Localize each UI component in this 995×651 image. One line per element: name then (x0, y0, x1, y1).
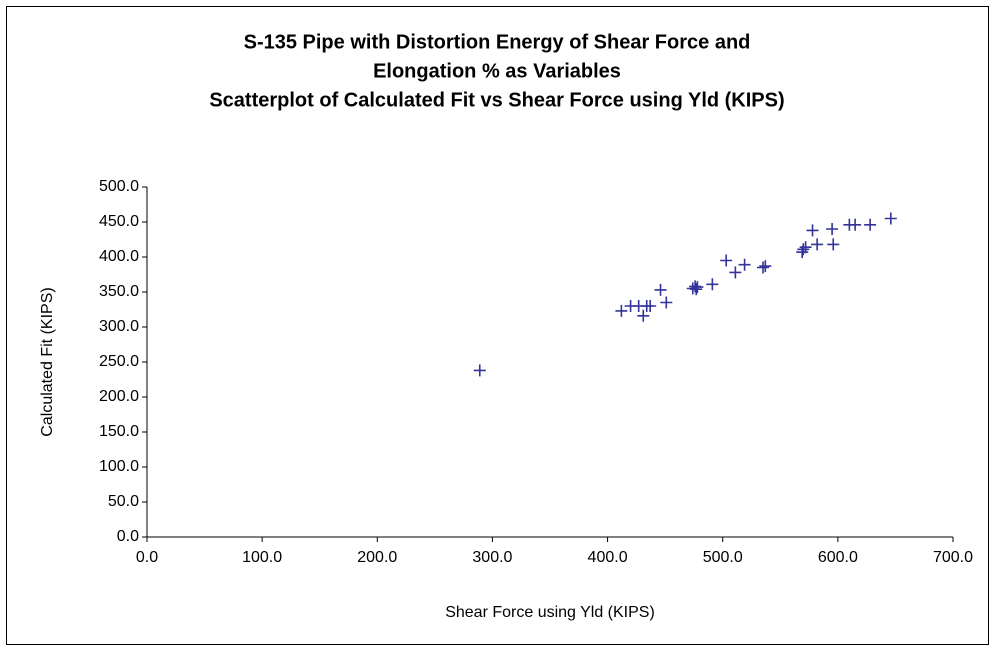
x-tick-label: 700.0 (933, 549, 973, 566)
point (729, 266, 742, 279)
x-tick-label: 100.0 (242, 549, 282, 566)
y-tick-label: 250.0 (99, 353, 139, 370)
y-tick-label: 50.0 (108, 493, 139, 510)
y-tick-label: 100.0 (99, 458, 139, 475)
y-tick-label: 150.0 (99, 423, 139, 440)
point (473, 364, 486, 377)
chart-title: S-135 Pipe with Distortion Energy of She… (244, 31, 751, 53)
y-tick-label: 500.0 (99, 178, 139, 195)
y-tick-label: 200.0 (99, 388, 139, 405)
point (706, 278, 719, 291)
x-tick-label: 300.0 (472, 549, 512, 566)
point (615, 304, 628, 317)
point (799, 241, 812, 254)
point (757, 261, 770, 274)
x-tick-label: 500.0 (703, 549, 743, 566)
point (827, 238, 840, 251)
chart-title: Elongation % as Variables (373, 60, 621, 82)
y-tick-label: 300.0 (99, 318, 139, 335)
y-tick-label: 0.0 (117, 528, 139, 545)
point (690, 283, 703, 296)
x-tick-label: 600.0 (818, 549, 858, 566)
y-axis-label: Calculated Fit (KIPS) (39, 287, 56, 436)
point (660, 296, 673, 309)
x-tick-label: 0.0 (136, 549, 158, 566)
chart-frame (6, 6, 989, 645)
point (864, 218, 877, 231)
point (826, 223, 839, 235)
point (637, 309, 650, 322)
y-tick-label: 450.0 (99, 213, 139, 230)
point (644, 300, 657, 312)
point (806, 224, 819, 237)
point (738, 258, 751, 271)
point (691, 281, 704, 294)
point (797, 243, 810, 256)
x-tick-label: 400.0 (588, 549, 628, 566)
y-tick-label: 350.0 (99, 283, 139, 300)
x-tick-label: 200.0 (357, 549, 397, 566)
point (720, 254, 733, 267)
point (654, 283, 667, 296)
point (759, 260, 772, 273)
point (811, 238, 824, 251)
point (849, 218, 862, 231)
x-axis-label: Shear Force using Yld (KIPS) (445, 604, 655, 621)
chart-title: Scatterplot of Calculated Fit vs Shear F… (209, 89, 784, 111)
point (884, 212, 897, 225)
y-tick-label: 400.0 (99, 248, 139, 265)
